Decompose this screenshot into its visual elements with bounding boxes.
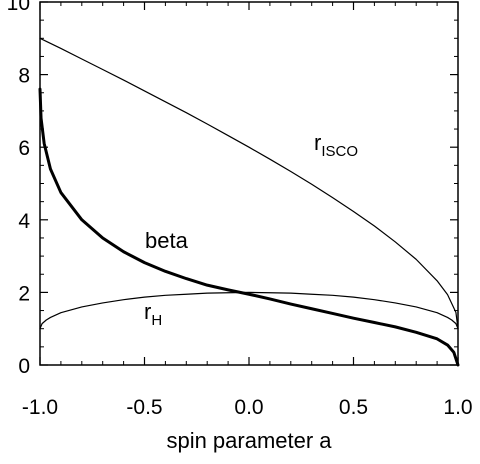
annotation-r-isco: rISCO	[314, 130, 358, 160]
y-tick-label: 8	[18, 65, 30, 88]
annotation-beta: beta	[145, 228, 189, 253]
annotation-r-isco-sub: ISCO	[321, 143, 358, 160]
x-axis-title: spin parameter a	[166, 428, 332, 453]
plot-frame	[39, 1, 459, 366]
y-tick-label: 10	[7, 0, 30, 15]
x-tick-label: 1.0	[443, 396, 472, 419]
series-line-r-h	[39, 291, 459, 330]
y-tick-label: 0	[18, 355, 30, 378]
axis-ticks	[39, 1, 459, 366]
annotation-r-h-sub: H	[151, 312, 162, 329]
series-line-r-isco	[39, 37, 459, 330]
x-tick-label: -1.0	[22, 396, 58, 419]
y-tick-label: 2	[18, 282, 30, 305]
y-tick-label: 6	[18, 137, 30, 160]
x-tick-label: 0.0	[234, 396, 263, 419]
series-line-beta	[38, 87, 460, 367]
y-tick-label: 4	[18, 210, 30, 233]
series-layer	[38, 37, 460, 367]
x-tick-label: -0.5	[126, 396, 162, 419]
tick-labels: -1.0 -0.5 0.0 0.5 1.0 0 2 4 6 8 10	[7, 0, 473, 419]
annotation-r-isco-main: r	[314, 130, 321, 155]
x-tick-label: 0.5	[339, 396, 368, 419]
annotation-r-h: rH	[144, 299, 162, 329]
annotation-r-h-main: r	[144, 299, 151, 324]
